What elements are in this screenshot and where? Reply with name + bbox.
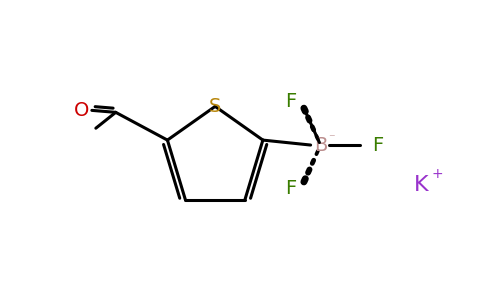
Text: +: + [431, 167, 443, 181]
Text: S: S [209, 97, 221, 116]
Text: B: B [314, 136, 327, 154]
Text: F: F [285, 92, 296, 111]
Text: K: K [414, 175, 428, 195]
Text: F: F [285, 179, 296, 198]
Text: F: F [373, 136, 384, 154]
Text: ⁻: ⁻ [328, 133, 335, 146]
Text: O: O [74, 101, 90, 120]
